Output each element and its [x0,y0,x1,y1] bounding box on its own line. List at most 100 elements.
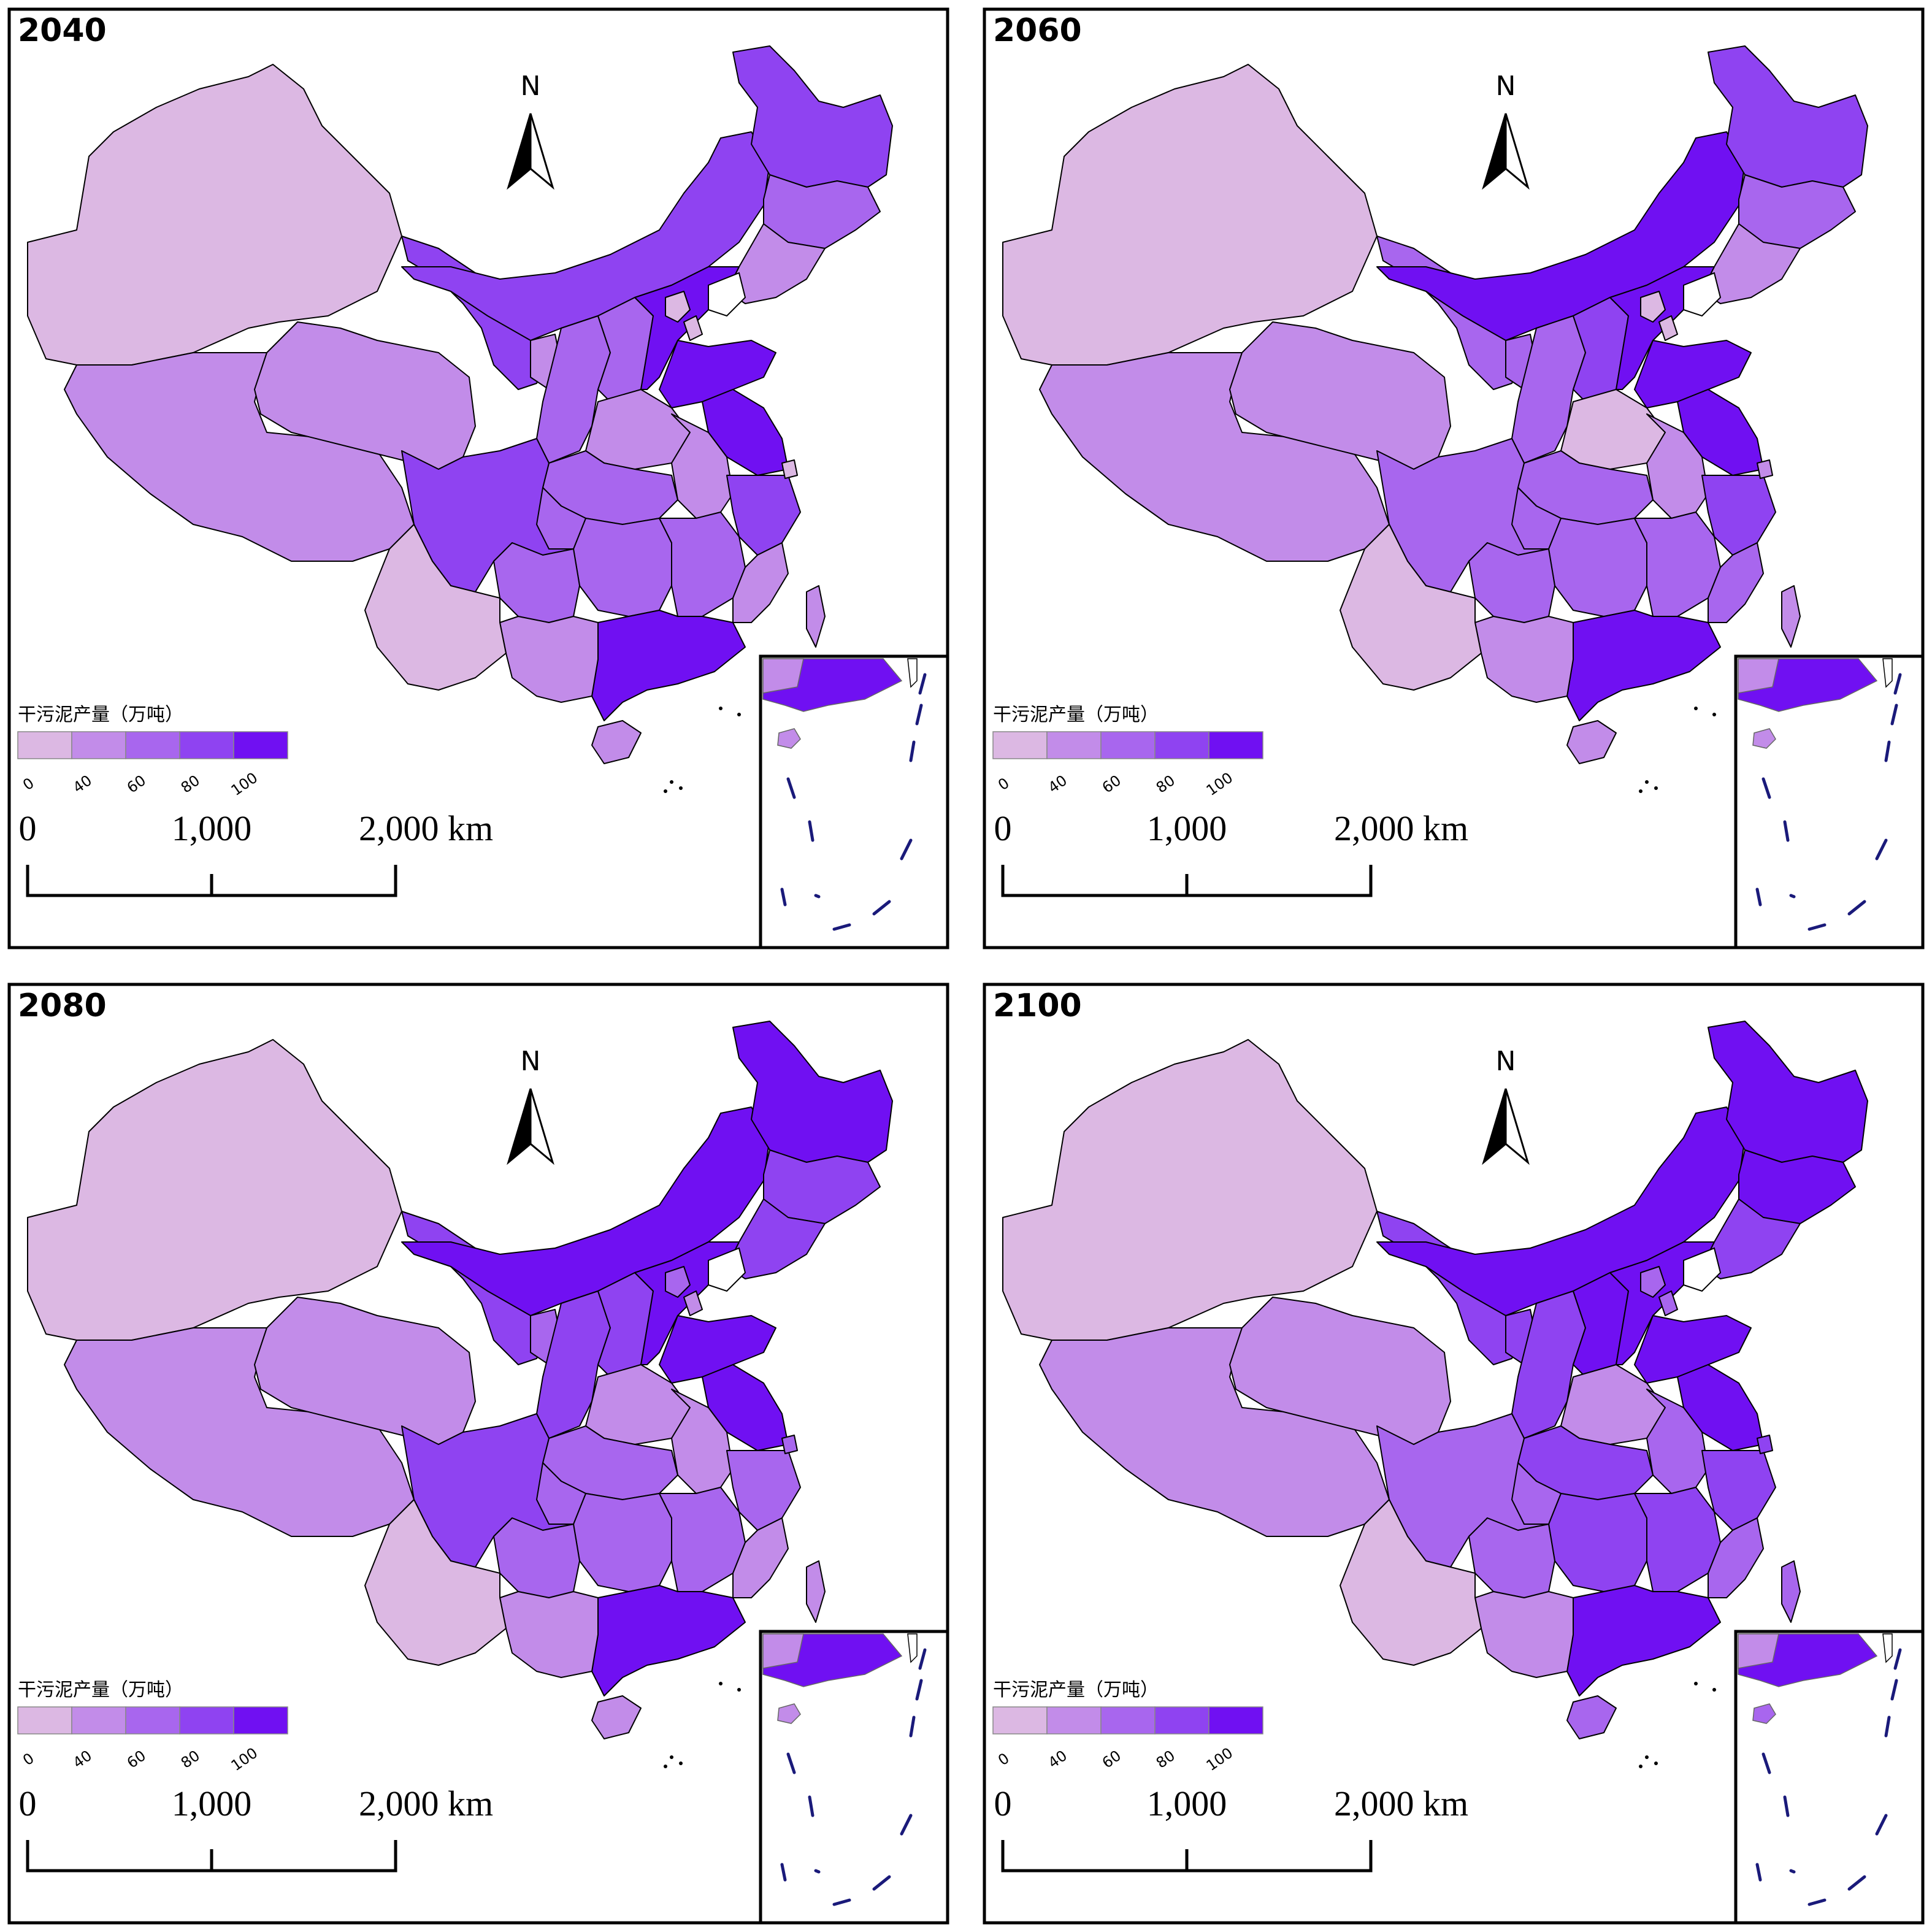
island-marker [1654,786,1658,790]
province-taiwan [1781,1560,1801,1623]
nine-dash-line-segment [1875,1814,1888,1836]
island-marker [670,780,673,784]
nine-dash-line-segment [900,838,913,861]
nine-dash-line-segment [909,1715,916,1738]
province-guizhou [493,542,580,623]
inset-hainan [777,728,801,749]
province-heilongjiang [732,1021,893,1163]
province-yunnan [364,1499,507,1666]
nine-dash-line-segment [780,1863,787,1882]
province-shandong [659,1315,776,1384]
province-beijing [665,291,691,323]
inset-hainan [1752,1703,1776,1724]
legend-swatch-1 [71,731,126,759]
south-china-sea-inset [1734,1630,1925,1925]
legend-swatch-3 [1154,731,1209,759]
province-taiwan [806,1560,826,1623]
nine-dash-line-segment [872,1875,891,1891]
province-hainan [1566,1695,1617,1739]
legend-swatch-0 [992,1706,1048,1735]
province-heilongjiang [732,45,893,188]
inset-taiwan [907,658,918,688]
south-china-sea-inset [759,654,949,949]
province-beijing [665,1266,691,1298]
legend-swatch-2 [125,731,180,759]
inset-hainan [777,1703,801,1724]
province-henan [585,1364,691,1445]
nine-dash-line-segment [1789,1869,1796,1874]
province-guangdong [591,610,746,721]
bohai-sea [708,272,746,317]
province-shanghai [781,459,798,479]
scale-bar-line [1001,1840,1373,1873]
legend-swatch-1 [71,1706,126,1735]
legend-swatch-0 [992,731,1048,759]
scale-bar-line [1001,865,1373,897]
legend-title: 干污泥产量（万吨） [18,1679,183,1701]
north-arrow: N [507,71,554,190]
nine-dash-line-segment [780,887,787,907]
province-tianjin [1658,1290,1678,1316]
scale-bar-label: 1,000 [1147,1784,1227,1823]
province-guangxi [499,1591,599,1678]
nine-dash-line-segment [1884,740,1891,762]
legend-swatch-2 [1100,731,1156,759]
province-jilin [763,1149,881,1224]
panel-year-label: 2040 [18,12,107,49]
south-china-sea-inset [759,1630,949,1925]
panel-year-label: 2100 [993,987,1082,1024]
panel-year-label: 2080 [18,987,107,1024]
inset-frame [759,654,949,949]
scale-bar-label: 0 [19,1784,37,1823]
legend-title: 干污泥产量（万吨） [993,1679,1159,1701]
island-marker [1654,1761,1658,1765]
nine-dash-line-segment [1890,703,1898,726]
panel-year-label: 2060 [993,12,1082,49]
legend-swatch-0 [17,1706,72,1735]
scale-bar-label: 0 [994,1784,1012,1823]
province-jilin [763,174,881,249]
legend-swatch-2 [125,1706,180,1735]
nine-dash-line-segment [909,740,916,762]
legend-swatch-3 [179,1706,234,1735]
scale-bar-label: 2,000 km [359,808,493,848]
nine-dash-line-segment [1807,923,1827,931]
nine-dash-line-segment [1893,673,1902,695]
nine-dash-line-segment [915,703,923,726]
north-arrow: N [507,1046,554,1165]
map-panel-2060: 2060 N 干污泥产量（万吨）0 40 60 80 100 0 1,000 2,000 km [983,7,1925,949]
legend-swatch-4 [1208,1706,1263,1735]
legend-swatch-3 [179,731,234,759]
province-shanghai [781,1435,798,1454]
island-marker [679,1761,683,1765]
province-layer [27,45,893,764]
province-beijing [1640,291,1666,323]
nine-dash-line-segment [1755,887,1762,907]
province-henan [1560,389,1666,470]
province-shandong [1634,340,1752,408]
nine-dash-line-segment [1761,1752,1771,1774]
scale-bar-label: 0 [19,808,37,848]
legend-swatch-4 [233,1706,288,1735]
nine-dash-line-segment [786,1752,796,1774]
province-hainan [591,720,642,764]
province-hainan [1566,720,1617,764]
legend-title: 干污泥产量（万吨） [18,704,183,726]
nine-dash-line-segment [808,1795,815,1817]
province-layer [1002,45,1868,764]
nine-dash-line-segment [900,1814,913,1836]
bohai-sea [1683,272,1722,317]
island-marker [679,786,683,790]
island-marker [664,1765,667,1768]
nine-dash-line-segment [1755,1863,1762,1882]
island-marker [719,1682,723,1685]
bohai-sea [1683,1247,1722,1292]
legend: 干污泥产量（万吨）0 40 60 80 100 [992,704,1263,799]
province-beijing [1640,1266,1666,1298]
province-fujian [732,542,789,623]
island-marker [737,713,741,716]
nine-dash-line-segment [808,820,815,842]
nine-dash-line-segment [1884,1715,1891,1738]
north-arrow-label: N [521,1046,541,1077]
province-taiwan [1781,585,1801,648]
